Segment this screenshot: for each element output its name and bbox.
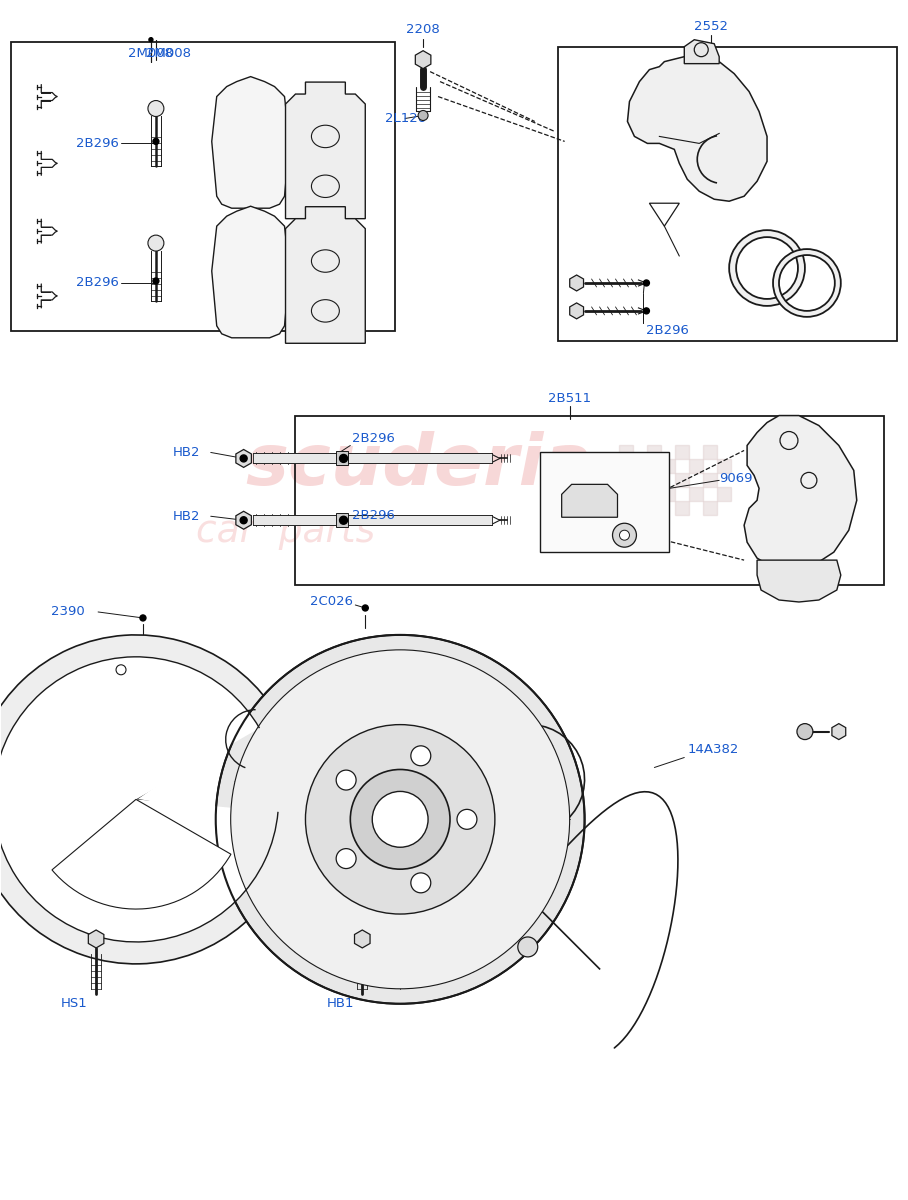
Text: 2B296: 2B296 xyxy=(352,509,395,522)
Polygon shape xyxy=(236,511,252,529)
Circle shape xyxy=(336,770,356,790)
Wedge shape xyxy=(0,656,278,942)
Circle shape xyxy=(518,937,538,956)
Polygon shape xyxy=(285,206,365,343)
Polygon shape xyxy=(236,450,252,468)
Polygon shape xyxy=(212,77,290,209)
Circle shape xyxy=(140,614,146,620)
Text: 2M008: 2M008 xyxy=(128,47,173,60)
Polygon shape xyxy=(354,930,370,948)
Polygon shape xyxy=(685,40,719,64)
Text: 2B296: 2B296 xyxy=(76,137,119,150)
Bar xyxy=(252,454,492,463)
Text: 2552: 2552 xyxy=(695,20,728,34)
Circle shape xyxy=(340,455,348,462)
Circle shape xyxy=(410,746,430,766)
Circle shape xyxy=(797,724,813,739)
Text: 2B296: 2B296 xyxy=(76,276,119,289)
Text: 2208: 2208 xyxy=(406,23,440,36)
Text: 2B511: 2B511 xyxy=(548,392,591,406)
Text: 2C026: 2C026 xyxy=(311,595,353,608)
Circle shape xyxy=(350,769,450,869)
Bar xyxy=(661,460,676,473)
Bar xyxy=(336,514,349,527)
Circle shape xyxy=(644,308,649,314)
Bar xyxy=(717,487,731,502)
Text: 2M008: 2M008 xyxy=(146,47,191,60)
Text: HB1: HB1 xyxy=(327,997,354,1010)
Text: 2B296: 2B296 xyxy=(352,432,395,445)
Text: 2B296: 2B296 xyxy=(646,324,689,337)
Circle shape xyxy=(216,635,585,1003)
Bar xyxy=(647,473,661,487)
Polygon shape xyxy=(569,275,584,290)
Bar xyxy=(619,473,634,487)
Polygon shape xyxy=(88,930,104,948)
Circle shape xyxy=(362,605,369,611)
Bar xyxy=(703,502,717,515)
Circle shape xyxy=(613,523,637,547)
Text: 2390: 2390 xyxy=(51,606,85,618)
Polygon shape xyxy=(832,724,845,739)
Bar xyxy=(676,473,689,487)
Bar xyxy=(717,460,731,473)
Bar xyxy=(539,452,669,552)
Text: 14A382: 14A382 xyxy=(687,743,739,756)
Bar xyxy=(661,487,676,502)
Circle shape xyxy=(619,530,629,540)
Wedge shape xyxy=(0,635,298,964)
Circle shape xyxy=(148,235,163,251)
Circle shape xyxy=(149,37,153,42)
Circle shape xyxy=(340,516,348,524)
Polygon shape xyxy=(745,415,857,570)
Bar xyxy=(689,460,703,473)
Polygon shape xyxy=(757,560,841,602)
Circle shape xyxy=(644,280,649,286)
Circle shape xyxy=(240,517,247,523)
Bar xyxy=(647,502,661,515)
Bar xyxy=(336,451,349,466)
Bar xyxy=(634,487,647,502)
Polygon shape xyxy=(627,56,767,202)
Circle shape xyxy=(410,872,430,893)
Text: HS1: HS1 xyxy=(61,997,87,1010)
Bar xyxy=(12,42,395,331)
Bar xyxy=(647,445,661,460)
Circle shape xyxy=(372,792,428,847)
Polygon shape xyxy=(569,302,584,319)
Circle shape xyxy=(305,725,495,914)
Bar xyxy=(689,487,703,502)
Text: 2L126: 2L126 xyxy=(385,112,427,125)
Bar xyxy=(252,515,492,526)
Circle shape xyxy=(153,138,159,144)
Polygon shape xyxy=(285,82,365,218)
Text: car  parts: car parts xyxy=(196,515,375,551)
Wedge shape xyxy=(52,799,231,910)
Circle shape xyxy=(231,650,569,989)
Text: HB2: HB2 xyxy=(173,446,201,458)
Circle shape xyxy=(153,278,159,284)
Bar xyxy=(676,445,689,460)
Circle shape xyxy=(457,809,477,829)
Polygon shape xyxy=(212,206,290,338)
Bar xyxy=(634,460,647,473)
Polygon shape xyxy=(562,485,617,517)
Circle shape xyxy=(418,110,428,120)
Circle shape xyxy=(148,101,163,116)
Bar xyxy=(295,415,883,586)
Polygon shape xyxy=(415,50,431,68)
Bar xyxy=(703,445,717,460)
Text: 9069: 9069 xyxy=(719,472,753,485)
Bar xyxy=(619,445,634,460)
Circle shape xyxy=(336,848,356,869)
Text: HB2: HB2 xyxy=(173,510,201,523)
Bar xyxy=(703,473,717,487)
Text: scuderia: scuderia xyxy=(246,431,593,500)
Circle shape xyxy=(240,455,247,462)
Bar xyxy=(619,502,634,515)
Bar xyxy=(558,47,896,341)
Bar xyxy=(676,502,689,515)
